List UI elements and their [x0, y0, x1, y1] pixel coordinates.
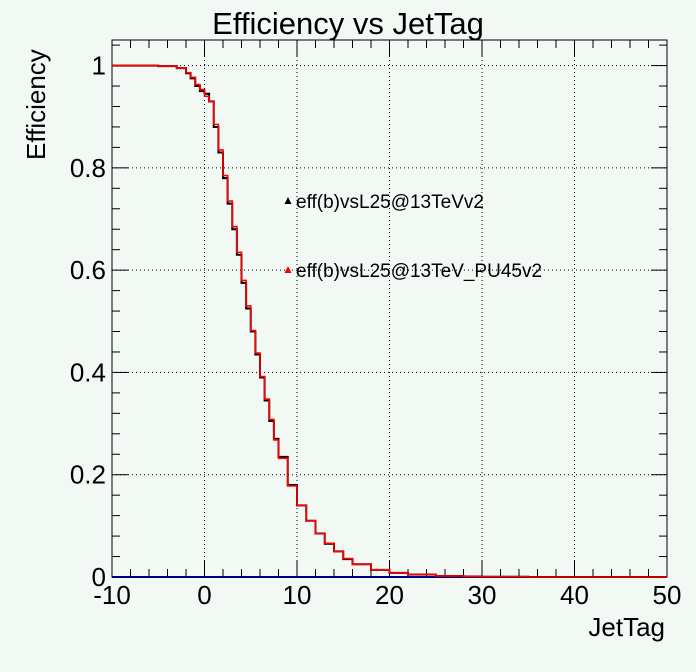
x-tick-label: 10 [283, 580, 312, 610]
series-group [112, 64, 667, 578]
x-tick-label: 0 [197, 580, 211, 610]
y-tick-label: 0 [92, 562, 106, 592]
y-tick-label: 0.2 [70, 460, 106, 490]
grid [112, 40, 667, 577]
legend: eff(b)vsL25@13TeVv2 eff(b)vsL25@13TeV_PU4… [284, 192, 542, 282]
legend-marker-1 [284, 197, 292, 204]
x-tick-label: 20 [375, 580, 404, 610]
y-tick-label: 0.4 [70, 357, 106, 387]
x-tick-label: 50 [653, 580, 682, 610]
series-line-2 [112, 64, 667, 578]
y-axis-label: Efficiency [21, 49, 51, 160]
legend-label-1: eff(b)vsL25@13TeVv2 [296, 192, 484, 213]
legend-label-2: eff(b)vsL25@13TeV_PU45v2 [296, 261, 542, 282]
y-tick-label: 0.8 [70, 153, 106, 183]
x-tick-label: 30 [468, 580, 497, 610]
legend-marker-2 [284, 266, 292, 273]
x-tick-label: 40 [560, 580, 589, 610]
y-tick-label: 1 [92, 51, 106, 81]
chart-title: Efficiency vs JetTag [212, 6, 484, 41]
x-tick-label: -10 [93, 580, 131, 610]
x-axis-label: JetTag [588, 612, 665, 642]
y-tick-label: 0.6 [70, 255, 106, 285]
